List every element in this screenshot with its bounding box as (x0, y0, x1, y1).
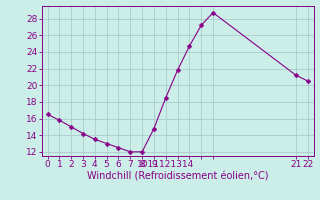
X-axis label: Windchill (Refroidissement éolien,°C): Windchill (Refroidissement éolien,°C) (87, 172, 268, 182)
